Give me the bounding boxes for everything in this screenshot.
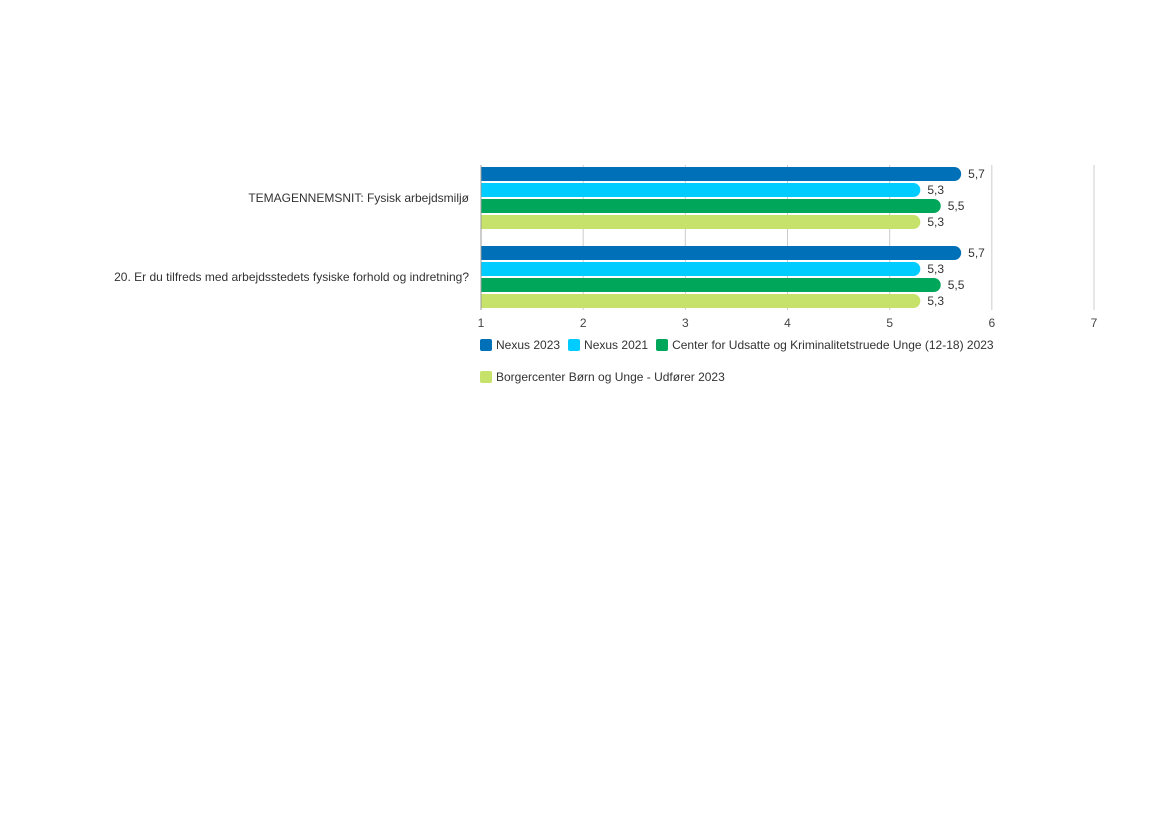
data-label: 5,7: [968, 167, 985, 181]
data-label: 5,3: [927, 262, 944, 276]
x-tick-label: 2: [580, 316, 587, 330]
legend-swatch: [656, 339, 669, 351]
data-label: 5,5: [948, 199, 965, 213]
bar: [481, 215, 921, 229]
data-label: 5,3: [927, 215, 944, 229]
bar: [481, 167, 962, 181]
chart-legend: Nexus 2023 Nexus 2021 Center for Udsatte o…: [480, 337, 1100, 385]
legend-label: Borgercenter Børn og Unge - Udfører 2023: [496, 370, 725, 384]
legend-label: Center for Udsatte og Kriminalitetstrued…: [672, 338, 994, 352]
bar: [481, 278, 941, 292]
bar: [481, 199, 941, 213]
legend-swatch: [480, 371, 492, 383]
legend-item: Center for Udsatte og Kriminalitetstrued…: [656, 337, 994, 353]
data-label: 5,3: [927, 183, 944, 197]
data-label: 5,7: [968, 246, 985, 260]
legend-item: Nexus 2023: [480, 337, 560, 353]
x-tick-label: 3: [682, 316, 689, 330]
data-label: 5,3: [927, 294, 944, 308]
bar: [481, 246, 962, 260]
x-tick-label: 4: [784, 316, 791, 330]
x-tick-label: 6: [988, 316, 995, 330]
legend-label: Nexus 2023: [496, 338, 561, 352]
legend-swatch: [568, 339, 581, 351]
category-label: TEMAGENNEMSNIT: Fysisk arbejdsmiljø: [248, 191, 469, 205]
legend-item: Borgercenter Børn og Unge - Udfører 2023: [480, 369, 725, 385]
x-tick-label: 7: [1091, 316, 1098, 330]
data-label: 5,5: [948, 278, 965, 292]
category-label: 20. Er du tilfreds med arbejdsstedets fy…: [114, 270, 469, 284]
bar: [481, 294, 921, 308]
legend-label: Nexus 2021: [584, 338, 649, 352]
bar: [481, 183, 921, 197]
x-tick-label: 1: [478, 316, 485, 330]
legend-item: Nexus 2021: [568, 337, 648, 353]
x-tick-label: 5: [886, 316, 893, 330]
bar: [481, 262, 921, 276]
legend-swatch: [480, 339, 492, 351]
